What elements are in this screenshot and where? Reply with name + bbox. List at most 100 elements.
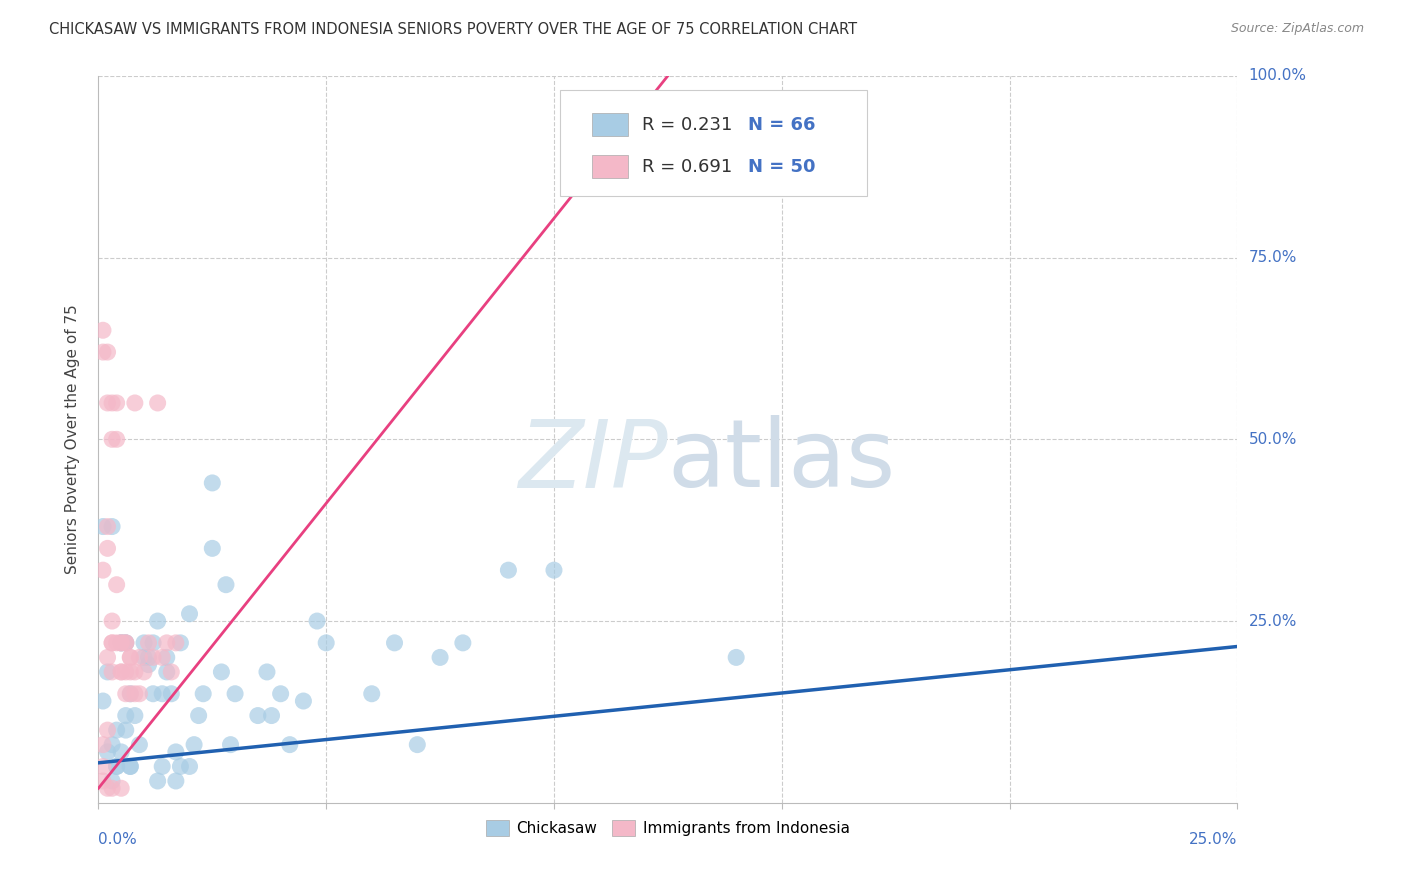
Point (193, 687, 215, 701)
Point (120, 759, 142, 773)
Point (150, 687, 173, 701)
Point (260, 708, 283, 723)
Point (91, 345, 114, 359)
Point (91, 694, 114, 708)
Point (91, 759, 114, 773)
Text: R = 0.691: R = 0.691 (641, 158, 733, 176)
Point (160, 665, 183, 679)
Point (156, 665, 179, 679)
Point (96, 519, 118, 533)
Point (183, 738, 205, 752)
Point (91, 563, 114, 577)
Point (256, 665, 278, 679)
Point (315, 636, 337, 650)
Point (101, 396, 124, 410)
Point (114, 636, 136, 650)
Text: atlas: atlas (668, 415, 896, 508)
Point (142, 650, 165, 665)
Point (278, 738, 301, 752)
Point (91, 738, 114, 752)
Point (96, 541, 118, 556)
Point (150, 650, 173, 665)
Y-axis label: Seniors Poverty Over the Age of 75: Seniors Poverty Over the Age of 75 (65, 304, 80, 574)
Text: 25.0%: 25.0% (1249, 614, 1296, 629)
Point (429, 650, 451, 665)
Text: 0.0%: 0.0% (98, 832, 138, 847)
Point (101, 781, 124, 796)
Point (110, 636, 132, 650)
Point (110, 636, 132, 650)
Point (209, 665, 232, 679)
Point (124, 665, 146, 679)
Point (138, 657, 160, 672)
Text: 25.0%: 25.0% (1189, 832, 1237, 847)
Point (138, 636, 160, 650)
Point (150, 759, 173, 773)
Point (101, 432, 124, 446)
Point (246, 708, 269, 723)
Point (120, 650, 142, 665)
Text: ZIP: ZIP (519, 416, 668, 507)
Point (105, 432, 128, 446)
Text: R = 0.231: R = 0.231 (641, 116, 733, 134)
Text: 100.0%: 100.0% (1249, 69, 1306, 83)
Point (96, 745, 118, 759)
Point (114, 687, 136, 701)
Text: N = 66: N = 66 (748, 116, 815, 134)
Bar (592, 113, 628, 136)
Text: CHICKASAW VS IMMIGRANTS FROM INDONESIA SENIORS POVERTY OVER THE AGE OF 75 CORREL: CHICKASAW VS IMMIGRANTS FROM INDONESIA S… (49, 22, 858, 37)
Point (114, 636, 136, 650)
Text: N = 50: N = 50 (748, 158, 815, 176)
Point (124, 708, 146, 723)
Point (114, 636, 136, 650)
Point (105, 578, 128, 592)
Point (146, 774, 169, 789)
Point (146, 396, 169, 410)
Text: Source: ZipAtlas.com: Source: ZipAtlas.com (1230, 22, 1364, 36)
Point (128, 687, 150, 701)
Point (165, 774, 187, 789)
Point (146, 614, 169, 628)
Point (110, 781, 132, 796)
Point (270, 687, 292, 701)
Point (110, 636, 132, 650)
Point (91, 519, 114, 533)
Point (406, 738, 429, 752)
Point (128, 650, 150, 665)
Point (128, 738, 150, 752)
Point (124, 687, 146, 701)
Point (96, 345, 118, 359)
Point (96, 781, 118, 796)
Point (219, 738, 242, 752)
Point (101, 519, 124, 533)
Point (201, 475, 224, 490)
Point (110, 665, 132, 679)
Point (114, 723, 136, 737)
Point (725, 650, 748, 665)
Point (105, 396, 128, 410)
Point (105, 759, 128, 773)
Point (114, 636, 136, 650)
Legend: Chickasaw, Immigrants from Indonesia: Chickasaw, Immigrants from Indonesia (479, 814, 856, 842)
Point (132, 665, 155, 679)
Point (307, 614, 329, 628)
Point (120, 665, 142, 679)
Point (169, 759, 191, 773)
Point (451, 636, 474, 650)
Text: 75.0%: 75.0% (1249, 250, 1296, 265)
Point (142, 636, 165, 650)
Point (114, 665, 136, 679)
Point (165, 745, 187, 759)
Point (179, 759, 201, 773)
Point (165, 636, 187, 650)
Text: 50.0%: 50.0% (1249, 432, 1296, 447)
Point (156, 650, 179, 665)
Point (201, 541, 224, 556)
Point (360, 687, 382, 701)
Point (543, 563, 565, 577)
Point (96, 665, 118, 679)
Point (105, 723, 128, 737)
Point (179, 607, 201, 621)
Point (101, 636, 124, 650)
Point (120, 687, 142, 701)
